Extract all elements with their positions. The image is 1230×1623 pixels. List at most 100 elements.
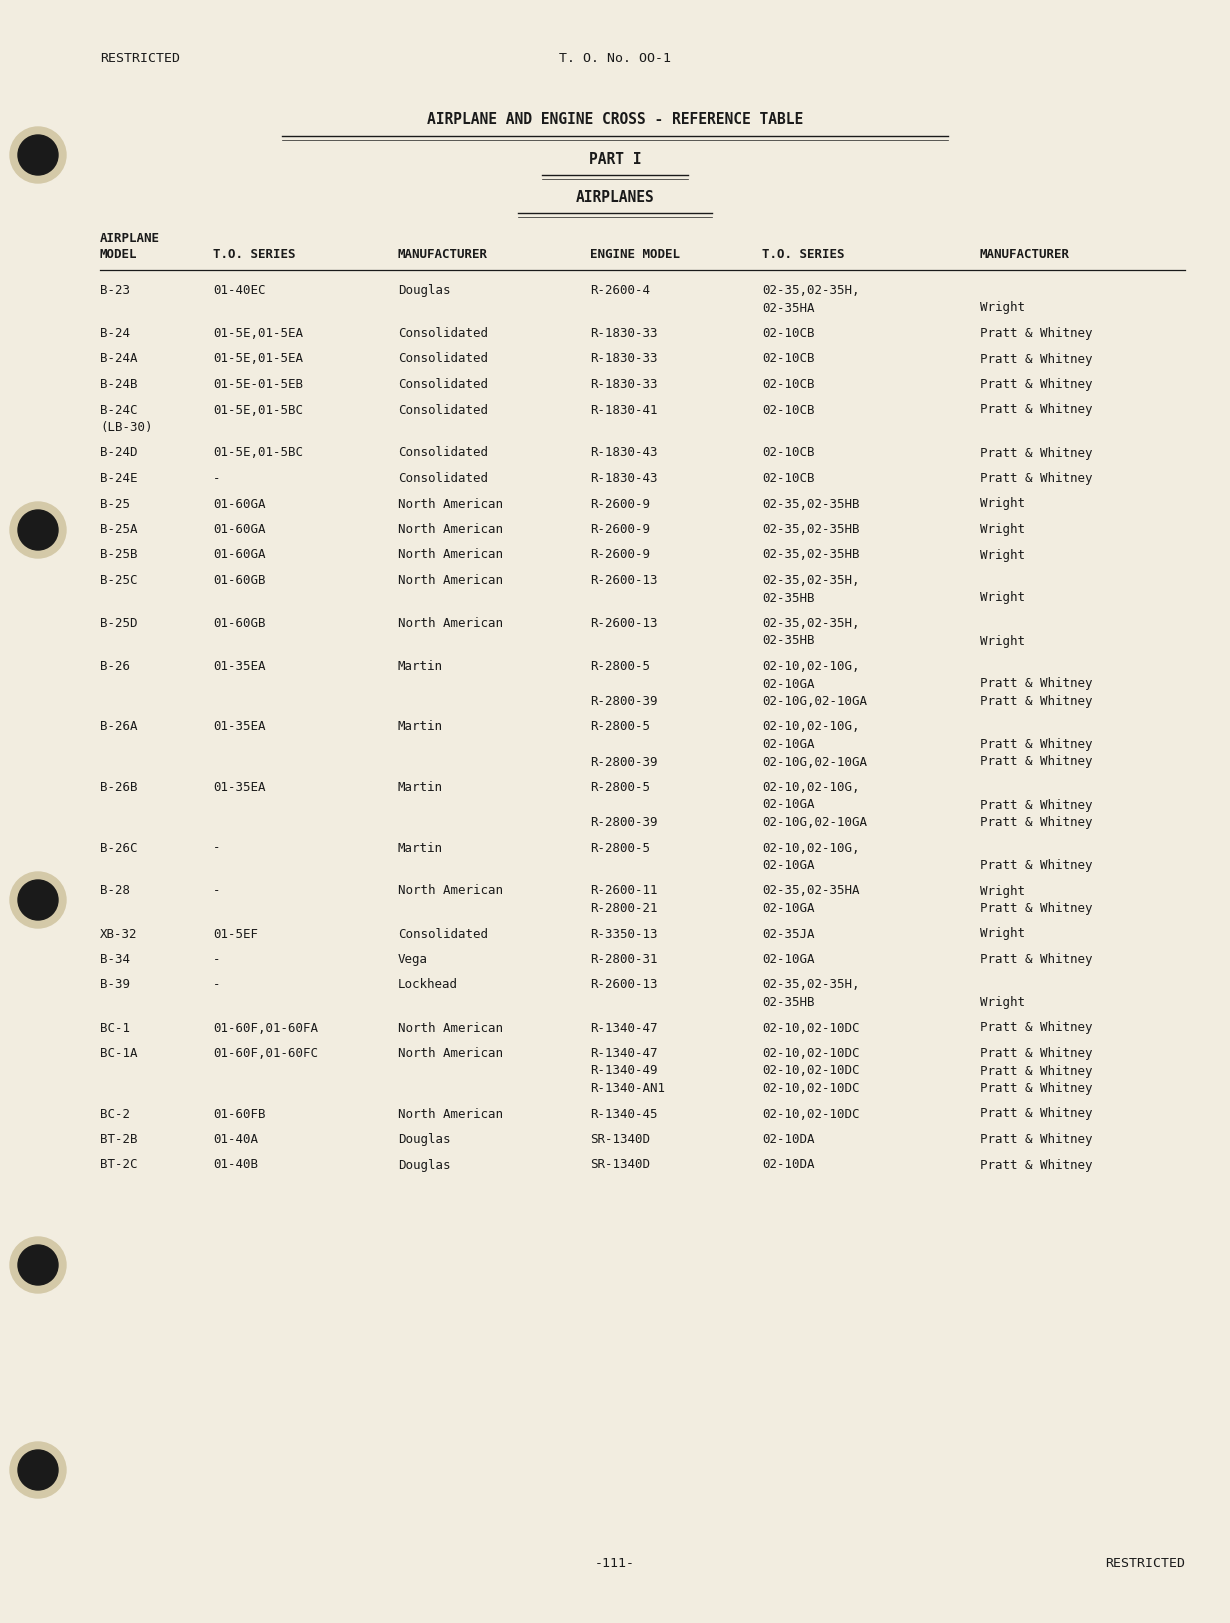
Text: R-1830-33: R-1830-33 — [590, 326, 658, 339]
Text: R-2600-13: R-2600-13 — [590, 979, 658, 992]
Text: 02-10,02-10G,: 02-10,02-10G, — [763, 841, 860, 854]
Text: R-2600-11: R-2600-11 — [590, 885, 658, 898]
Text: 02-10GA: 02-10GA — [763, 902, 814, 915]
Text: MANUFACTURER: MANUFACTURER — [980, 248, 1070, 261]
Text: -: - — [213, 472, 220, 485]
Text: Pratt & Whitney: Pratt & Whitney — [980, 1065, 1092, 1078]
Text: Pratt & Whitney: Pratt & Whitney — [980, 472, 1092, 485]
Text: Consolidated: Consolidated — [399, 446, 488, 459]
Text: R-2600-13: R-2600-13 — [590, 575, 658, 588]
Text: SR-1340D: SR-1340D — [590, 1133, 649, 1146]
Text: R-1830-43: R-1830-43 — [590, 446, 658, 459]
Circle shape — [10, 127, 66, 183]
Text: XB-32: XB-32 — [100, 927, 138, 940]
Text: 02-35HA: 02-35HA — [763, 302, 814, 315]
Text: 02-35HB: 02-35HB — [763, 997, 814, 1010]
Text: Pratt & Whitney: Pratt & Whitney — [980, 1083, 1092, 1096]
Text: Douglas: Douglas — [399, 1159, 450, 1172]
Text: 02-35,02-35HB: 02-35,02-35HB — [763, 523, 860, 536]
Text: 02-10GA: 02-10GA — [763, 953, 814, 966]
Text: ENGINE MODEL: ENGINE MODEL — [590, 248, 680, 261]
Text: 02-10,02-10G,: 02-10,02-10G, — [763, 721, 860, 734]
Text: Douglas: Douglas — [399, 284, 450, 297]
Text: B-24A: B-24A — [100, 352, 138, 365]
Text: Wright: Wright — [980, 997, 1025, 1010]
Circle shape — [18, 880, 58, 920]
Text: Wright: Wright — [980, 302, 1025, 315]
Text: Pratt & Whitney: Pratt & Whitney — [980, 378, 1092, 391]
Text: 02-10CB: 02-10CB — [763, 404, 814, 417]
Text: Pratt & Whitney: Pratt & Whitney — [980, 404, 1092, 417]
Text: 01-60GA: 01-60GA — [213, 523, 266, 536]
Text: Pratt & Whitney: Pratt & Whitney — [980, 1107, 1092, 1120]
Text: Consolidated: Consolidated — [399, 352, 488, 365]
Text: R-2800-39: R-2800-39 — [590, 816, 658, 829]
Text: 01-5E,01-5BC: 01-5E,01-5BC — [213, 404, 303, 417]
Text: Martin: Martin — [399, 721, 443, 734]
Text: R-1340-47: R-1340-47 — [590, 1047, 658, 1060]
Text: B-24: B-24 — [100, 326, 130, 339]
Text: 02-35JA: 02-35JA — [763, 927, 814, 940]
Text: 01-40B: 01-40B — [213, 1159, 258, 1172]
Text: B-26C: B-26C — [100, 841, 138, 854]
Text: R-1340-AN1: R-1340-AN1 — [590, 1083, 665, 1096]
Text: 02-35,02-35H,: 02-35,02-35H, — [763, 575, 860, 588]
Text: B-25: B-25 — [100, 498, 130, 511]
Text: T.O. SERIES: T.O. SERIES — [763, 248, 845, 261]
Text: T. O. No. OO-1: T. O. No. OO-1 — [558, 52, 672, 65]
Text: -: - — [213, 885, 220, 898]
Text: R-2600-9: R-2600-9 — [590, 523, 649, 536]
Text: RESTRICTED: RESTRICTED — [1105, 1556, 1184, 1569]
Text: 02-35HB: 02-35HB — [763, 591, 814, 604]
Text: North American: North American — [399, 523, 503, 536]
Text: North American: North American — [399, 575, 503, 588]
Text: B-28: B-28 — [100, 885, 130, 898]
Text: BC-2: BC-2 — [100, 1107, 130, 1120]
Text: R-2800-39: R-2800-39 — [590, 755, 658, 769]
Text: North American: North American — [399, 1021, 503, 1034]
Text: Wright: Wright — [980, 927, 1025, 940]
Circle shape — [10, 502, 66, 558]
Text: Pratt & Whitney: Pratt & Whitney — [980, 738, 1092, 751]
Circle shape — [10, 1441, 66, 1498]
Text: 01-40EC: 01-40EC — [213, 284, 266, 297]
Text: MODEL: MODEL — [100, 248, 138, 261]
Text: 02-10GA: 02-10GA — [763, 799, 814, 812]
Text: 02-10,02-10DC: 02-10,02-10DC — [763, 1083, 860, 1096]
Text: R-2800-5: R-2800-5 — [590, 781, 649, 794]
Text: Pratt & Whitney: Pratt & Whitney — [980, 326, 1092, 339]
Text: 01-60F,01-60FC: 01-60F,01-60FC — [213, 1047, 319, 1060]
Text: Douglas: Douglas — [399, 1133, 450, 1146]
Text: BC-1: BC-1 — [100, 1021, 130, 1034]
Text: B-26B: B-26B — [100, 781, 138, 794]
Text: R-1830-43: R-1830-43 — [590, 472, 658, 485]
Text: Pratt & Whitney: Pratt & Whitney — [980, 755, 1092, 769]
Text: 02-35,02-35H,: 02-35,02-35H, — [763, 284, 860, 297]
Text: 01-60F,01-60FA: 01-60F,01-60FA — [213, 1021, 319, 1034]
Text: 02-10,02-10DC: 02-10,02-10DC — [763, 1065, 860, 1078]
Text: Wright: Wright — [980, 635, 1025, 648]
Text: 02-10G,02-10GA: 02-10G,02-10GA — [763, 816, 867, 829]
Text: R-1340-47: R-1340-47 — [590, 1021, 658, 1034]
Text: North American: North American — [399, 885, 503, 898]
Text: Wright: Wright — [980, 498, 1025, 511]
Circle shape — [10, 872, 66, 928]
Text: 01-5E,01-5EA: 01-5E,01-5EA — [213, 352, 303, 365]
Text: R-2800-5: R-2800-5 — [590, 721, 649, 734]
Text: R-1340-49: R-1340-49 — [590, 1065, 658, 1078]
Text: Consolidated: Consolidated — [399, 326, 488, 339]
Text: R-1830-41: R-1830-41 — [590, 404, 658, 417]
Text: B-25D: B-25D — [100, 617, 138, 630]
Text: R-1830-33: R-1830-33 — [590, 378, 658, 391]
Text: Pratt & Whitney: Pratt & Whitney — [980, 799, 1092, 812]
Text: Pratt & Whitney: Pratt & Whitney — [980, 953, 1092, 966]
Text: 02-10CB: 02-10CB — [763, 472, 814, 485]
Text: 01-5E,01-5BC: 01-5E,01-5BC — [213, 446, 303, 459]
Text: Wright: Wright — [980, 591, 1025, 604]
Text: 02-10CB: 02-10CB — [763, 326, 814, 339]
Text: 02-10,02-10G,: 02-10,02-10G, — [763, 781, 860, 794]
Text: R-2800-31: R-2800-31 — [590, 953, 658, 966]
Text: Martin: Martin — [399, 841, 443, 854]
Text: B-25B: B-25B — [100, 549, 138, 562]
Text: R-2600-13: R-2600-13 — [590, 617, 658, 630]
